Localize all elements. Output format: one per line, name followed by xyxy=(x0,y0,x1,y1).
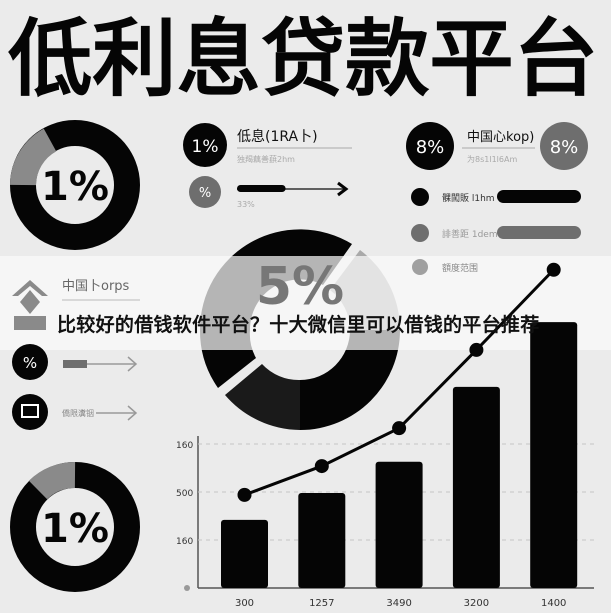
home-pin-icon xyxy=(12,280,48,330)
x-tick-label: 3200 xyxy=(464,598,489,609)
progress-bar xyxy=(237,185,286,192)
donut-label: 1% xyxy=(41,506,109,552)
bar xyxy=(298,492,346,588)
row-label: 額度范围 xyxy=(442,262,478,274)
badge-text: % xyxy=(199,186,211,201)
page-title: 低利息贷款平台 xyxy=(8,10,598,108)
y-tick-label: 500 xyxy=(176,489,193,499)
stat-title: 低息(1RA卜) xyxy=(237,128,318,145)
stat-sub: 独羯藕善蕻2hm xyxy=(237,154,295,164)
y-tick-label: 160 xyxy=(176,537,193,547)
badge-text: % xyxy=(23,354,37,372)
stat-sub: 为8s1l1l6Am xyxy=(467,154,517,164)
origin-dot xyxy=(184,585,190,591)
line-point xyxy=(392,421,407,436)
info-icon xyxy=(411,224,429,242)
donut-label: 1% xyxy=(41,164,109,210)
badge-circle xyxy=(183,123,227,167)
line-point xyxy=(237,487,252,502)
badge-circle-gray xyxy=(540,122,588,170)
bar xyxy=(452,386,500,588)
badge-text: 8% xyxy=(416,137,445,158)
y-tick-label: 160 xyxy=(176,441,193,451)
stat-title: 中国心kop) xyxy=(467,130,534,145)
percent-circle xyxy=(189,176,221,208)
list-header: 中国卜orps xyxy=(62,279,130,294)
bar-small xyxy=(63,360,87,368)
x-tick-label: 300 xyxy=(235,598,254,609)
donut-top-left: 1% xyxy=(10,120,140,250)
badge-circle xyxy=(406,122,454,170)
bar-pill xyxy=(497,226,581,239)
percent-icon xyxy=(12,344,48,380)
x-tick-label: 3490 xyxy=(386,598,411,609)
x-tick-label: 1400 xyxy=(541,598,566,609)
line-point xyxy=(546,262,561,277)
arrow-right-icon xyxy=(337,181,349,197)
donut-label: 5% xyxy=(256,257,344,317)
dot-icon xyxy=(412,259,428,275)
banner-overlay xyxy=(0,256,611,350)
donut-bottom-left: 1% xyxy=(10,462,140,592)
bar-line-chart: 160 500 160 300 1257 3490 3200 1400 xyxy=(176,262,594,609)
person-icon xyxy=(411,188,429,206)
bar xyxy=(375,461,423,588)
bar-pill xyxy=(497,190,581,203)
line-point xyxy=(314,459,329,474)
monitor-icon xyxy=(12,394,48,430)
row-label: 髁闖販 l1hm xyxy=(442,192,495,204)
arrow-right-icon xyxy=(127,405,138,421)
list-item-label: 僑限瀵铟 xyxy=(62,408,94,418)
bar xyxy=(221,519,268,588)
progress-value: 33% xyxy=(237,200,255,209)
line-point xyxy=(469,342,484,357)
arrow-right-icon xyxy=(127,356,138,372)
badge-text: 8% xyxy=(550,137,579,158)
bar xyxy=(530,322,578,588)
x-tick-label: 1257 xyxy=(309,598,334,609)
row-label: 誹善距 1dem xyxy=(442,228,498,240)
banner-title: 比较好的借钱软件平台？十大微信里可以借钱的平台推荐 xyxy=(57,314,540,336)
badge-text: 1% xyxy=(192,137,219,157)
